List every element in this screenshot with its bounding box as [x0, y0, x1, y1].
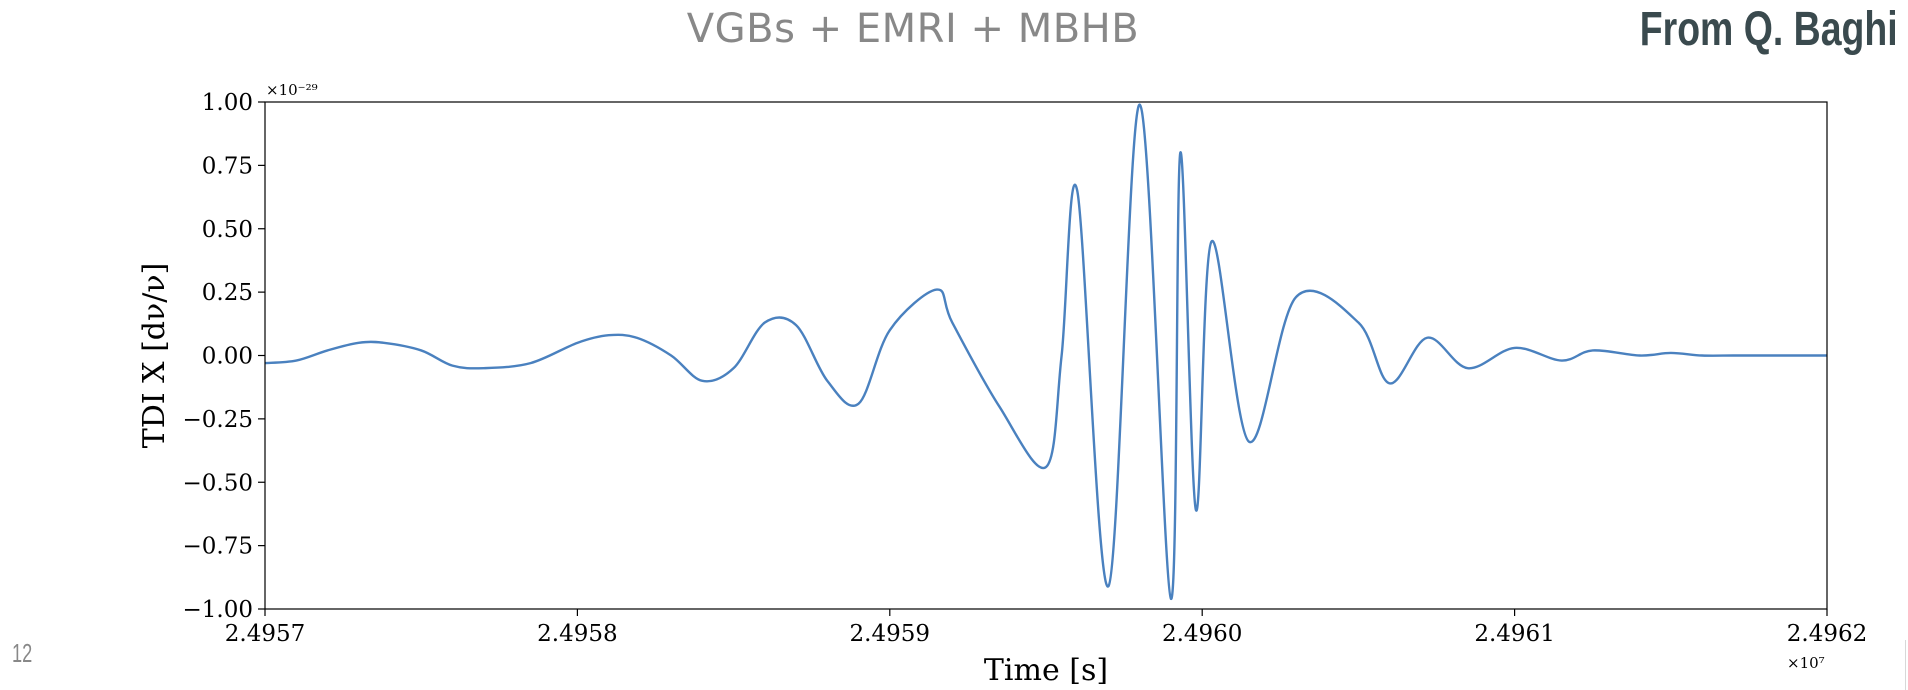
y-tick-label: −0.50: [183, 470, 253, 496]
y-tick-label: 1.00: [202, 90, 253, 116]
y-tick-label: −0.25: [183, 407, 253, 433]
y-tick-label: 0.00: [202, 344, 253, 370]
y-multiplier-label: ×10⁻²⁹: [266, 81, 318, 99]
axis-ticks: 2.4957 2.4958 2.4959 2.4960 2.4961 2.4962 1.00…: [183, 90, 1868, 647]
slide-title: VGBs + EMRI + MBHB: [686, 6, 1140, 52]
y-tick-label: 0.75: [202, 153, 253, 179]
credit-label: From Q. Baghi: [1640, 3, 1898, 56]
x-tick-label: 2.4957: [225, 621, 305, 647]
x-tick-label: 2.4961: [1474, 621, 1554, 647]
x-tick-label: 2.4962: [1787, 621, 1867, 647]
slide-number: 12: [12, 638, 33, 668]
x-tick-label: 2.4960: [1162, 621, 1242, 647]
x-axis-label: Time [s]: [984, 653, 1108, 688]
x-tick-label: 2.4959: [850, 621, 930, 647]
series-layer: [264, 103, 1827, 601]
y-tick-label: 0.50: [202, 217, 253, 243]
y-tick-label: 0.25: [202, 280, 253, 306]
x-multiplier-label: ×10⁷: [1787, 654, 1825, 672]
y-axis-label: TDI X [dν/ν]: [137, 263, 172, 449]
series-line-0: [264, 103, 1827, 601]
page-edge-divider: [1905, 640, 1906, 690]
x-tick-label: 2.4958: [537, 621, 617, 647]
plot-frame: [264, 101, 1828, 610]
y-tick-label: −0.75: [183, 534, 253, 560]
y-tick-label: −1.00: [183, 597, 253, 623]
